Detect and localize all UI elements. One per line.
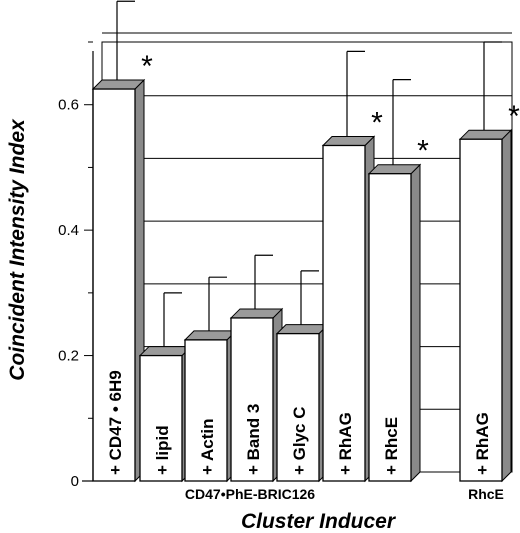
- bar-label: + RhcE: [382, 417, 401, 475]
- bar-top: [183, 330, 238, 341]
- bars: + CD47 • 6H9 * + lipid + Actin + Band 3 + Gly…: [91, 0, 520, 483]
- group-label: CD47•PhE-BRIC126: [185, 486, 315, 502]
- bar-top: [458, 129, 513, 140]
- bar: [459, 138, 503, 482]
- bar-side: [410, 163, 421, 483]
- group-label: RhcE: [468, 486, 504, 502]
- bar: [276, 332, 320, 482]
- bar: [368, 173, 412, 482]
- bar: [322, 144, 366, 482]
- bar-top: [321, 135, 376, 146]
- significance-marker: *: [417, 135, 429, 168]
- significance-marker: *: [141, 50, 153, 83]
- y-tick-label: 0.4: [58, 222, 79, 239]
- y-axis: 0 0.2 0.4 0.6: [58, 41, 94, 490]
- bar-label: + RhAG: [336, 412, 355, 475]
- bar: [184, 339, 228, 482]
- bar-top: [91, 79, 146, 90]
- bar-label: + lipid: [153, 425, 172, 475]
- significance-marker: *: [371, 106, 383, 139]
- bar-label: + Actin: [198, 418, 217, 475]
- y-tick-label: 0.2: [58, 348, 79, 365]
- group-labels: CD47•PhE-BRIC126 RhcE: [185, 486, 504, 502]
- bar-label: + Band 3: [244, 404, 263, 475]
- bar-top: [367, 164, 422, 175]
- y-tick-label: 0.6: [58, 97, 79, 114]
- bar-label: + Glyc C: [290, 406, 309, 475]
- bar-label: + CD47 • 6H9: [106, 370, 125, 475]
- bar-top: [229, 308, 284, 319]
- bar: [92, 88, 136, 482]
- x-axis-label: Cluster Inducer: [241, 510, 397, 533]
- bar-top: [138, 346, 193, 357]
- bar: [230, 317, 274, 482]
- bar-label: + RhAG: [473, 412, 492, 475]
- y-axis-label: Coincident Intensity Index: [6, 118, 29, 381]
- bar-side: [501, 129, 512, 483]
- bar: [139, 354, 183, 482]
- bar-top: [275, 324, 330, 335]
- significance-marker: *: [508, 100, 520, 133]
- y-tick-label: 0: [71, 473, 79, 490]
